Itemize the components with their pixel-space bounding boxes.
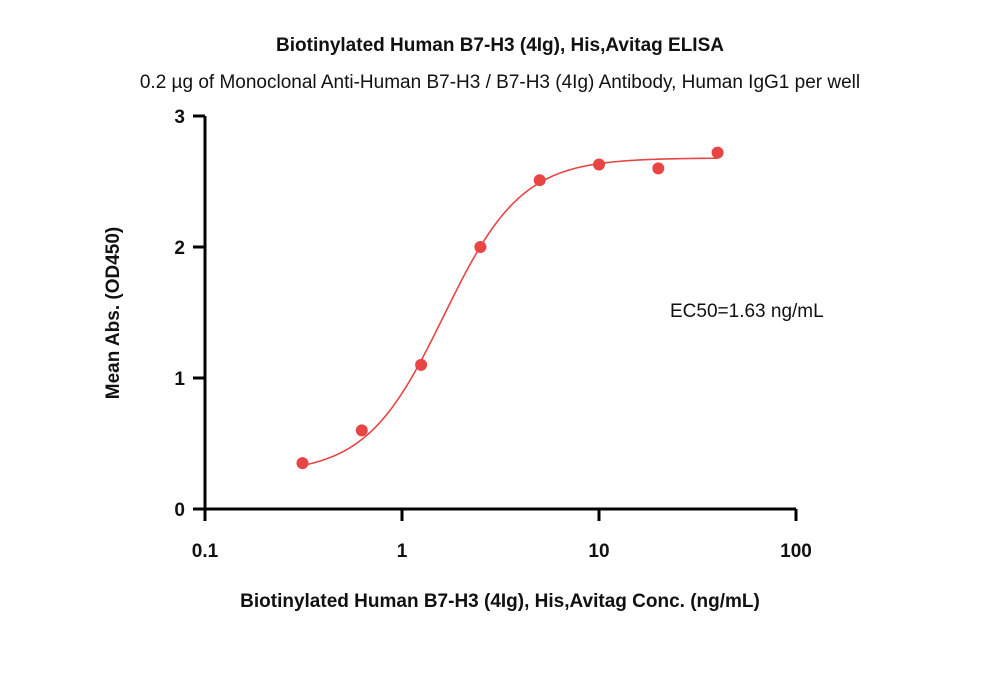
data-point-1 (355, 424, 368, 437)
y-tick-label-1: 1 (174, 369, 185, 390)
chart-subtitle: 0.2 µg of Monoclonal Anti-Human B7-H3 / … (140, 72, 860, 93)
x-tick-label-3: 100 (780, 541, 812, 562)
y-tick-label-0: 0 (174, 500, 185, 521)
x-axis-label: Biotinylated Human B7-H3 (4Ig), His,Avit… (240, 591, 760, 612)
x-tick-label-1: 1 (397, 541, 408, 562)
data-point-6 (652, 162, 665, 175)
chart-title: Biotinylated Human B7-H3 (4Ig), His,Avit… (276, 35, 724, 56)
data-point-0 (296, 457, 309, 470)
data-point-3 (474, 241, 487, 253)
data-point-5 (593, 158, 605, 171)
data-point-4 (533, 174, 546, 187)
ec50-annotation: EC50=1.63 ng/mL (670, 301, 824, 322)
data-point-7 (711, 146, 724, 159)
x-tick-label-0: 0.1 (192, 541, 219, 562)
fit-curve (302, 157, 718, 467)
y-axis-label: Mean Abs. (OD450) (103, 227, 124, 399)
axes (203, 116, 796, 511)
y-ticks: 0 1 2 3 (174, 107, 205, 521)
y-tick-label-3: 3 (174, 107, 185, 128)
x-tick-label-2: 10 (588, 541, 609, 562)
data-points (296, 146, 724, 470)
y-tick-label-2: 2 (174, 238, 185, 259)
data-point-2 (415, 358, 428, 371)
x-ticks: 0.1 1 10 100 (192, 509, 812, 562)
